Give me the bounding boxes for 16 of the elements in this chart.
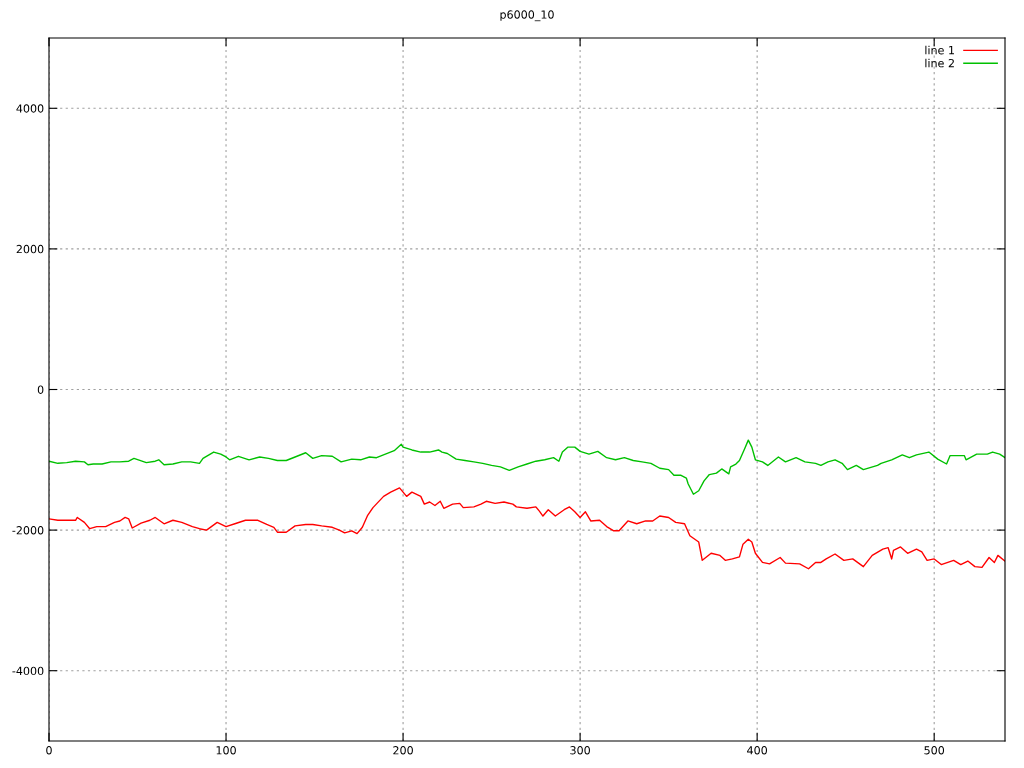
y-tick-label: 2000	[16, 244, 44, 254]
x-tick-label: 400	[747, 746, 768, 755]
x-tick-label: 300	[570, 746, 590, 755]
y-tick-label: 4000	[16, 104, 44, 113]
x-tick-label: 100	[216, 746, 236, 755]
y-tick-label: 0	[37, 385, 44, 394]
x-tick-label: 200	[393, 746, 413, 755]
legend-label: line 2	[925, 58, 954, 68]
chart-title: p6000_10	[500, 10, 554, 22]
y-tick-label: -2000	[12, 526, 44, 535]
line-series	[49, 487, 1005, 570]
x-tick-label: 500	[924, 746, 945, 755]
y-tick-label: -4000	[12, 666, 44, 676]
x-tick-label: 0	[46, 746, 52, 755]
line-series	[49, 439, 1005, 495]
legend-label: line 1	[925, 45, 954, 55]
